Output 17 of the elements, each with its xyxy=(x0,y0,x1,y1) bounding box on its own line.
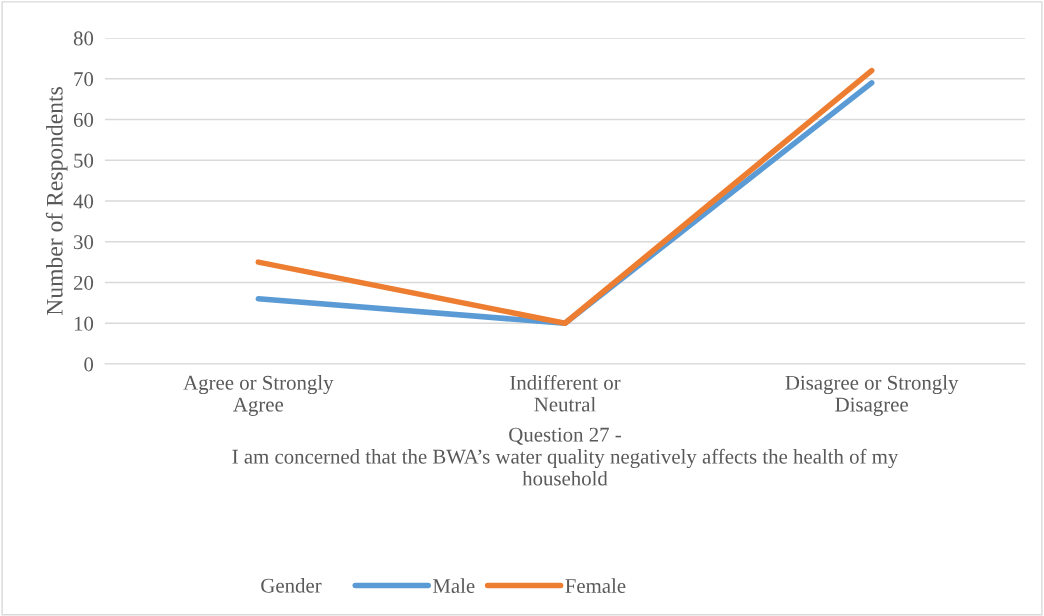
legend-title: Gender xyxy=(261,578,322,593)
y-tick-label: 80 xyxy=(73,31,94,46)
x-tick-label: Disagree or Strongly Disagree xyxy=(785,375,959,416)
y-tick-label: 60 xyxy=(73,112,94,127)
y-tick-label: 70 xyxy=(74,72,94,87)
y-tick-label: 0 xyxy=(84,357,94,372)
legend-label: Male xyxy=(432,578,475,594)
y-tick-label: 50 xyxy=(74,153,94,168)
x-tick-label: Agree or Strongly Agree xyxy=(183,375,334,416)
legend-label: Female xyxy=(565,578,626,594)
y-tick-label: 30 xyxy=(74,235,94,250)
x-axis-title: Question 27 - I am concerned that the BWA’s water quality negatively affects the health of my household xyxy=(232,427,899,486)
y-tick-label: 40 xyxy=(73,194,94,209)
y-axis-title: Number of Respondents xyxy=(45,87,68,316)
x-tick-label: Indifferent or Neutral xyxy=(510,374,621,412)
y-tick-label: 10 xyxy=(74,316,94,331)
y-tick-label: 20 xyxy=(73,275,94,290)
